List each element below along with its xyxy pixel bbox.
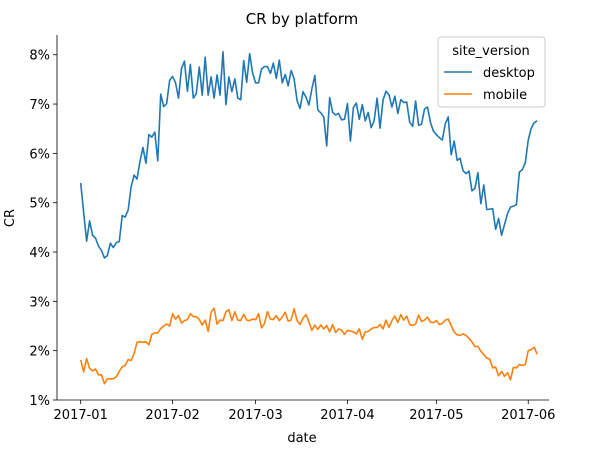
chart-title: CR by platform (246, 10, 359, 28)
legend-frame (437, 36, 546, 108)
legend: site_version desktop mobile (437, 36, 546, 108)
y-tick-label: 5% (29, 197, 50, 212)
axes (56, 35, 549, 401)
y-tick-label: 1% (29, 394, 50, 409)
x-ticks: 2017-01 2017-02 2017-03 2017-04 2017-05 2017-… (54, 400, 555, 423)
x-tick-label: 2017-03 (228, 408, 282, 423)
legend-title: site_version (452, 44, 530, 59)
series-line-mobile (79, 307, 538, 385)
y-tick-label: 7% (29, 98, 50, 113)
x-tick-label: 2017-06 (501, 408, 555, 423)
y-ticks: 1% 2% 3% 4% 5% 6% 7% 8% (29, 49, 57, 409)
y-axis-label: CR (3, 209, 18, 227)
legend-label-mobile: mobile (483, 88, 527, 103)
y-tick-label: 8% (29, 49, 50, 64)
series-line-desktop (79, 50, 538, 259)
x-tick-label: 2017-05 (409, 408, 463, 423)
legend-label-desktop: desktop (483, 66, 535, 81)
x-tick-label: 2017-02 (145, 408, 199, 423)
y-tick-label: 6% (29, 147, 50, 162)
x-tick-label: 2017-01 (54, 408, 108, 423)
y-tick-label: 3% (29, 295, 50, 310)
x-tick-label: 2017-04 (320, 408, 374, 423)
x-axis-label: date (287, 431, 316, 446)
y-tick-label: 2% (29, 345, 50, 360)
series-layer (79, 50, 538, 385)
y-tick-label: 4% (29, 246, 50, 261)
